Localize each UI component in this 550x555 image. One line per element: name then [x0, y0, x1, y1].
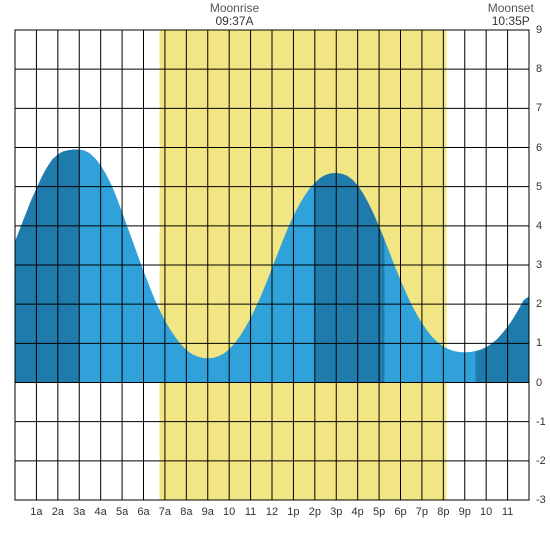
y-tick-label: 1: [536, 337, 542, 349]
tide-chart: -3-2-101234567891a2a3a4a5a6a7a8a9a101112…: [0, 0, 550, 550]
x-tick-label: 2p: [309, 506, 321, 518]
x-tick-label: 4p: [352, 506, 364, 518]
x-tick-label: 6a: [137, 506, 149, 518]
y-tick-label: 8: [536, 63, 542, 75]
y-tick-label: 3: [536, 259, 542, 271]
x-tick-label: 6p: [394, 506, 406, 518]
x-tick-label: 1a: [30, 506, 42, 518]
x-tick-label: 7p: [416, 506, 428, 518]
grid: [15, 30, 529, 500]
x-tick-label: 10: [480, 506, 492, 518]
y-tick-label: 7: [536, 102, 542, 114]
x-tick-label: 2a: [52, 506, 64, 518]
x-tick-label: 11: [245, 506, 256, 518]
y-tick-label: -2: [536, 455, 546, 467]
chart-svg: [0, 0, 550, 550]
y-tick-label: 2: [536, 298, 542, 310]
x-tick-label: 12: [266, 506, 278, 518]
y-tick-label: -1: [536, 416, 546, 428]
x-tick-label: 3p: [330, 506, 342, 518]
x-tick-label: 5a: [116, 506, 128, 518]
x-tick-label: 7a: [159, 506, 171, 518]
y-tick-label: 4: [536, 220, 542, 232]
moonrise-time: 09:37A: [205, 14, 265, 28]
x-tick-label: 11: [502, 506, 513, 518]
x-tick-label: 9a: [202, 506, 214, 518]
x-tick-label: 9p: [459, 506, 471, 518]
x-tick-label: 8p: [437, 506, 449, 518]
y-tick-label: 5: [536, 181, 542, 193]
y-tick-label: 6: [536, 142, 542, 154]
y-tick-label: -3: [536, 494, 546, 506]
x-tick-label: 4a: [95, 506, 107, 518]
tide-area-dark-2: [475, 296, 529, 382]
y-tick-label: 0: [536, 377, 542, 389]
moonrise-label: Moonrise: [205, 1, 265, 15]
x-tick-label: 3a: [73, 506, 85, 518]
x-tick-label: 5p: [373, 506, 385, 518]
x-tick-label: 1p: [287, 506, 299, 518]
moonset-time: 10:35P: [481, 14, 541, 28]
tide-area-dark-0: [15, 149, 79, 382]
moonset-label: Moonset: [481, 1, 541, 15]
x-tick-label: 10: [223, 506, 235, 518]
x-tick-label: 8a: [180, 506, 192, 518]
